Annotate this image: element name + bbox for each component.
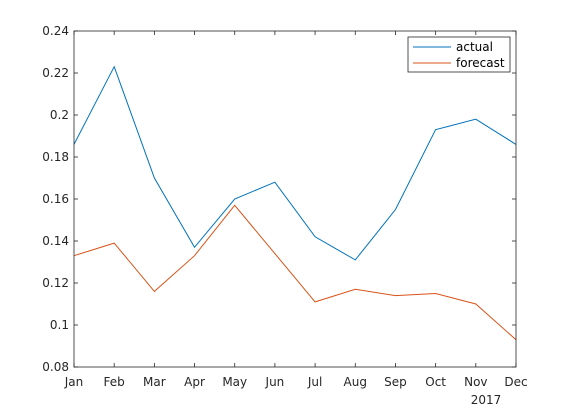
y-tick-label-0-16: 0.16 — [42, 192, 69, 206]
y-tick-label-0-2: 0.2 — [50, 108, 69, 122]
x-tick-label-jul: Jul — [307, 375, 322, 389]
x-tick-label-sep: Sep — [384, 375, 407, 389]
y-tick-label-0-18: 0.18 — [42, 150, 69, 164]
y-tick-label-0-22: 0.22 — [42, 66, 69, 80]
x-tick-label-feb: Feb — [104, 375, 125, 389]
x-tick-label-oct: Oct — [425, 375, 446, 389]
plot-area-border — [73, 30, 517, 368]
x-tick-label-apr: Apr — [184, 375, 205, 389]
x-tick-label-may: May — [222, 375, 247, 389]
y-axis: 0.08 0.1 0.12 0.14 0.16 0.18 0.2 0.22 0.24 — [42, 24, 516, 374]
x-tick-label-dec: Dec — [504, 375, 527, 389]
y-tick-label-0-12: 0.12 — [42, 276, 69, 290]
y-tick-label-0-14: 0.14 — [42, 234, 69, 248]
series-line-forecast — [73, 204, 517, 341]
x-axis-year-label: 2017 — [471, 393, 502, 407]
y-tick-label-0-1: 0.1 — [50, 318, 69, 332]
legend: actual forecast — [407, 36, 511, 73]
legend-box — [407, 36, 511, 73]
x-tick-label-mar: Mar — [143, 375, 166, 389]
x-axis: Jan Feb Mar Apr May Jun Jul Aug Sep Oct Nov Dec — [64, 31, 528, 389]
y-tick-label-0-24: 0.24 — [42, 24, 69, 38]
x-tick-label-jun: Jun — [265, 375, 285, 389]
x-tick-label-aug: Aug — [344, 375, 367, 389]
legend-label-actual: actual — [456, 40, 493, 54]
series-layer — [73, 65, 517, 341]
legend-label-forecast: forecast — [456, 56, 505, 70]
y-tick-label-0-08: 0.08 — [42, 360, 69, 374]
x-tick-label-jan: Jan — [64, 375, 84, 389]
x-tick-label-nov: Nov — [464, 375, 487, 389]
series-line-actual — [73, 65, 517, 261]
